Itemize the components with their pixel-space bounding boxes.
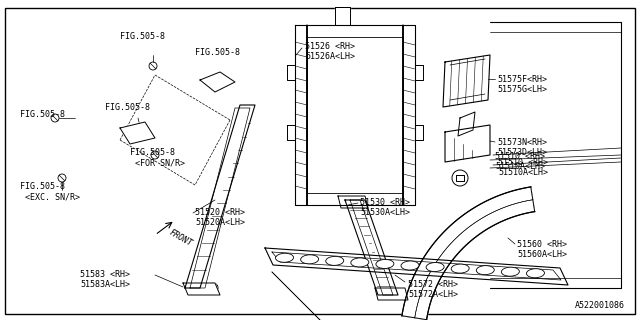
- Text: FRONT: FRONT: [168, 228, 194, 248]
- Ellipse shape: [476, 266, 494, 275]
- Text: 51572 <RH>: 51572 <RH>: [408, 280, 458, 289]
- Text: 51583A<LH>: 51583A<LH>: [80, 280, 130, 289]
- Text: 51573D<LH>: 51573D<LH>: [497, 148, 547, 157]
- Polygon shape: [265, 248, 568, 285]
- Ellipse shape: [501, 267, 519, 276]
- Text: 51530A<LH>: 51530A<LH>: [360, 208, 410, 217]
- Text: 51572A<LH>: 51572A<LH>: [408, 290, 458, 299]
- Text: 51560 <RH>: 51560 <RH>: [517, 240, 567, 249]
- Polygon shape: [183, 283, 220, 295]
- Text: 51510A<LH>: 51510A<LH>: [495, 162, 545, 171]
- Text: FIG.505-8: FIG.505-8: [20, 182, 65, 191]
- Text: FIG.505-8: FIG.505-8: [105, 103, 150, 112]
- Text: FIG.505-8: FIG.505-8: [120, 32, 165, 41]
- Ellipse shape: [301, 255, 319, 264]
- Text: FIG.505-8: FIG.505-8: [130, 148, 175, 157]
- Ellipse shape: [376, 260, 394, 268]
- Polygon shape: [335, 7, 350, 25]
- Ellipse shape: [351, 258, 369, 267]
- Ellipse shape: [451, 264, 469, 273]
- Text: A522001086: A522001086: [575, 301, 625, 310]
- Text: 51510A<LH>: 51510A<LH>: [498, 168, 548, 177]
- Polygon shape: [185, 105, 255, 288]
- Ellipse shape: [276, 253, 294, 262]
- Text: 51510 <RH>: 51510 <RH>: [498, 158, 548, 167]
- Polygon shape: [120, 122, 155, 144]
- Ellipse shape: [426, 262, 444, 272]
- Text: 51575G<LH>: 51575G<LH>: [497, 85, 547, 94]
- Polygon shape: [402, 187, 534, 320]
- Text: 51520A<LH>: 51520A<LH>: [195, 218, 245, 227]
- Polygon shape: [456, 175, 464, 181]
- Text: 51526 <RH>: 51526 <RH>: [305, 42, 355, 51]
- Text: 51560A<LH>: 51560A<LH>: [517, 250, 567, 259]
- Polygon shape: [445, 125, 490, 162]
- Polygon shape: [287, 65, 295, 80]
- Polygon shape: [375, 288, 408, 300]
- Text: FIG.505-8: FIG.505-8: [20, 110, 65, 119]
- Text: 51526A<LH>: 51526A<LH>: [305, 52, 355, 61]
- Text: 51510 <RH>: 51510 <RH>: [495, 152, 545, 161]
- Polygon shape: [458, 112, 475, 136]
- Text: 51520 <RH>: 51520 <RH>: [195, 208, 245, 217]
- Polygon shape: [287, 125, 295, 140]
- Polygon shape: [415, 65, 423, 80]
- Ellipse shape: [527, 269, 545, 278]
- Text: 51583 <RH>: 51583 <RH>: [80, 270, 130, 279]
- Polygon shape: [200, 72, 235, 92]
- Text: 51573N<RH>: 51573N<RH>: [497, 138, 547, 147]
- Polygon shape: [443, 55, 490, 107]
- Text: 51575F<RH>: 51575F<RH>: [497, 75, 547, 84]
- Ellipse shape: [326, 256, 344, 265]
- Text: <EXC. SN/R>: <EXC. SN/R>: [25, 192, 80, 201]
- Polygon shape: [415, 125, 423, 140]
- Polygon shape: [345, 200, 398, 295]
- Ellipse shape: [401, 261, 419, 270]
- Text: 51530 <RH>: 51530 <RH>: [360, 198, 410, 207]
- Polygon shape: [338, 196, 368, 208]
- Text: <FOR SN/R>: <FOR SN/R>: [135, 158, 185, 167]
- Text: FIG.505-8: FIG.505-8: [195, 48, 240, 57]
